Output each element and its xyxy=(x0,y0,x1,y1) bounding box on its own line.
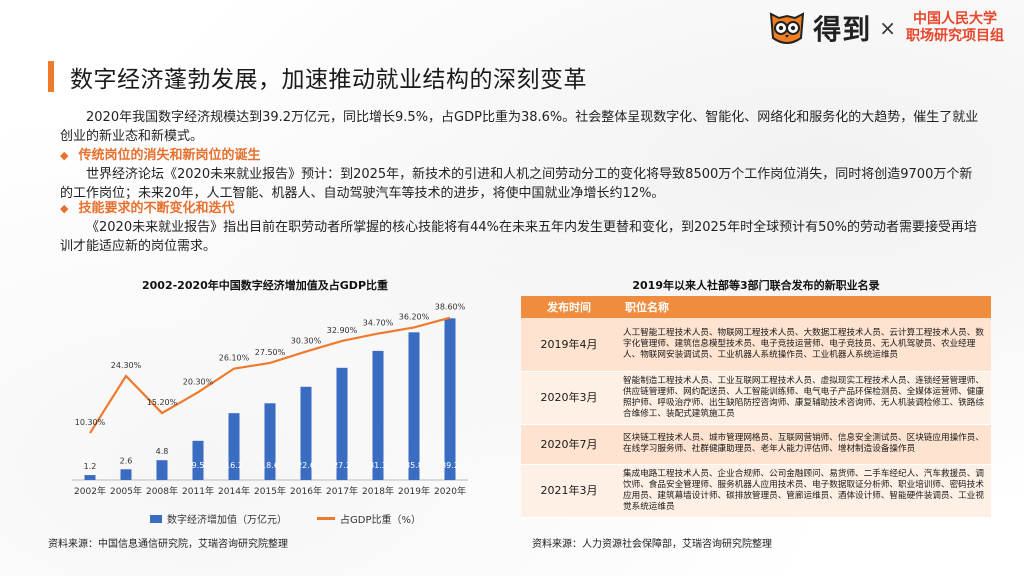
bar xyxy=(300,386,312,480)
diamond-bullet-icon: ◆ xyxy=(60,149,69,162)
line-value-label: 38.60% xyxy=(435,303,466,312)
bar xyxy=(84,475,96,480)
digital-economy-chart: 1.2 2002年 2.6 2005年 4.8 2008年 9.5 2011年 16.2 2014… xyxy=(72,303,468,497)
line-value-label: 30.30% xyxy=(291,337,322,346)
intro-text: 2020年我国数字经济规模达到39.2万亿元，同比增长9.5%，占GDP比重为3… xyxy=(60,110,979,144)
section-2-text: 《2020未来就业报告》指出目前在职劳动者所掌握的核心技能将有44%在未来五年内… xyxy=(60,220,977,254)
times-sign: × xyxy=(879,16,896,40)
bar-value-label: 16.2 xyxy=(225,461,243,470)
x-tick-label: 2018年 xyxy=(362,485,394,497)
table-cell-jobs: 人工智能工程技术人员、物联网工程技术人员、大数据工程技术人员、云计算工程技术人员… xyxy=(617,318,991,372)
table-cell-date: 2021年3月 xyxy=(521,464,617,518)
section-2-heading: ◆ 技能要求的不断变化和迭代 xyxy=(60,199,980,218)
column-header-jobs: 职位名称 xyxy=(617,296,991,318)
line-value-label: 24.30% xyxy=(111,361,142,370)
header-logo-area: 得到 × 中国人民大学 职场研究项目组 xyxy=(767,6,1004,50)
section-1-heading: ◆ 传统岗位的消失和新岗位的诞生 xyxy=(60,146,980,165)
line-value-label: 20.30% xyxy=(183,377,214,386)
bar xyxy=(408,332,420,480)
bar xyxy=(156,460,168,480)
bar xyxy=(336,367,348,480)
table-cell-date: 2020年7月 xyxy=(521,424,617,465)
owl-logo-icon xyxy=(770,12,805,44)
table-cell-jobs: 集成电路工程技术人员、企业合规师、公司金融顾问、易货师、二手车经纪人、汽车救援员… xyxy=(617,464,991,518)
line-value-label: 10.30% xyxy=(75,418,106,427)
x-tick-label: 2005年 xyxy=(110,485,142,497)
title-accent-bar xyxy=(48,61,54,92)
legend-line-label: 占GDP比重（%） xyxy=(340,515,421,526)
bar-value-label: 27.2 xyxy=(333,461,351,470)
bar-value-label: 1.2 xyxy=(84,462,97,471)
right-source-note: 资料来源：人力资源社会保障部，艾瑞咨询研究院整理 xyxy=(532,539,772,550)
legend-bar-swatch xyxy=(150,514,162,523)
bar-value-label: 18.6 xyxy=(261,461,279,470)
legend-line-swatch xyxy=(317,517,335,520)
bar-value-label: 2.6 xyxy=(120,456,133,465)
bar xyxy=(120,469,132,480)
diamond-bullet-icon: ◆ xyxy=(60,202,69,215)
chart-legend: 数字经济增加值（万亿元） 占GDP比重（%） xyxy=(150,511,421,526)
partner-name: 中国人民大学 职场研究项目组 xyxy=(906,11,1004,45)
bar-value-label: 4.8 xyxy=(156,447,169,456)
left-chart-title: 2002-2020年中国数字经济增加值及占GDP比重 xyxy=(141,279,389,292)
line-value-label: 34.70% xyxy=(363,319,394,328)
bar xyxy=(264,403,276,480)
x-tick-label: 2015年 xyxy=(254,485,286,497)
table-row: 2021年3月 集成电路工程技术人员、企业合规师、公司金融顾问、易货师、二手车经… xyxy=(521,464,991,518)
section-1-text: 世界经济论坛《2020未来就业报告》预计：到2025年，新技术的引进和人机之间劳… xyxy=(60,167,973,201)
bar-value-label: 9.5 xyxy=(192,461,205,470)
column-header-date: 发布时间 xyxy=(521,296,617,318)
legend-bar-label: 数字经济增加值（万亿元） xyxy=(167,515,287,526)
page-title: 数字经济蓬勃发展，加速推动就业结构的深刻变革 xyxy=(70,67,587,93)
table-cell-date: 2020年3月 xyxy=(521,371,617,425)
bar-value-label: 31.3 xyxy=(369,461,387,470)
bar xyxy=(372,350,384,480)
bar xyxy=(192,440,204,480)
left-source-note: 资料来源：中国信息通信研究院，艾瑞咨询研究院整理 xyxy=(48,539,288,550)
new-occupations-table: 发布时间 职位名称 2019年4月 人工智能工程技术人员、物联网工程技术人员、大… xyxy=(521,296,991,518)
section-1-heading-text: 传统岗位的消失和新岗位的诞生 xyxy=(78,148,261,163)
line-value-label: 15.20% xyxy=(147,398,178,407)
table-header-row: 发布时间 职位名称 xyxy=(521,296,991,318)
x-tick-label: 2017年 xyxy=(326,485,358,497)
gdp-share-line xyxy=(89,316,451,434)
bar xyxy=(228,413,240,480)
table-cell-jobs: 智能制造工程技术人员、工业互联网工程技术人员、虚拟现实工程技术人员、连锁经营管理… xyxy=(617,371,991,425)
table-cell-date: 2019年4月 xyxy=(521,318,617,372)
bar-value-label: 35.8 xyxy=(405,461,423,470)
bar-value-label: 22.6 xyxy=(297,461,315,470)
x-tick-label: 2020年 xyxy=(434,485,466,497)
x-tick-label: 2008年 xyxy=(146,485,178,497)
table-cell-jobs: 区块链工程技术人员、城市管理网格员、互联网营销师、信息安全测试员、区块链应用操作… xyxy=(617,424,991,465)
line-value-label: 36.20% xyxy=(399,312,430,321)
partner-line-2: 职场研究项目组 xyxy=(906,28,1004,44)
intro-paragraph: 2020年我国数字经济规模达到39.2万亿元，同比增长9.5%，占GDP比重为3… xyxy=(60,108,980,146)
table-row: 2020年7月 区块链工程技术人员、城市管理网格员、互联网营销师、信息安全测试员… xyxy=(521,424,991,465)
line-value-label: 32.90% xyxy=(327,326,358,335)
x-tick-label: 2014年 xyxy=(218,485,250,497)
x-tick-label: 2019年 xyxy=(398,485,430,497)
line-value-label: 26.10% xyxy=(219,354,250,363)
section-1: ◆ 传统岗位的消失和新岗位的诞生 世界经济论坛《2020未来就业报告》预计：到2… xyxy=(60,146,980,203)
x-tick-label: 2002年 xyxy=(74,485,106,497)
right-table-title: 2019年以来人社部等3部门联合发布的新职业名录 xyxy=(632,279,880,292)
x-tick-label: 2011年 xyxy=(182,485,214,497)
bar xyxy=(444,318,456,480)
line-value-label: 27.50% xyxy=(255,348,286,357)
table-row: 2020年3月 智能制造工程技术人员、工业互联网工程技术人员、虚拟现实工程技术人… xyxy=(521,371,991,425)
section-2-heading-text: 技能要求的不断变化和迭代 xyxy=(78,201,235,216)
table-row: 2019年4月 人工智能工程技术人员、物联网工程技术人员、大数据工程技术人员、云… xyxy=(521,318,991,372)
brand-name: 得到 xyxy=(813,13,872,46)
x-tick-label: 2016年 xyxy=(290,485,322,497)
section-2: ◆ 技能要求的不断变化和迭代 《2020未来就业报告》指出目前在职劳动者所掌握的… xyxy=(60,199,980,256)
partner-line-1: 中国人民大学 xyxy=(913,11,997,27)
bar-value-label: 39.2 xyxy=(441,461,459,470)
